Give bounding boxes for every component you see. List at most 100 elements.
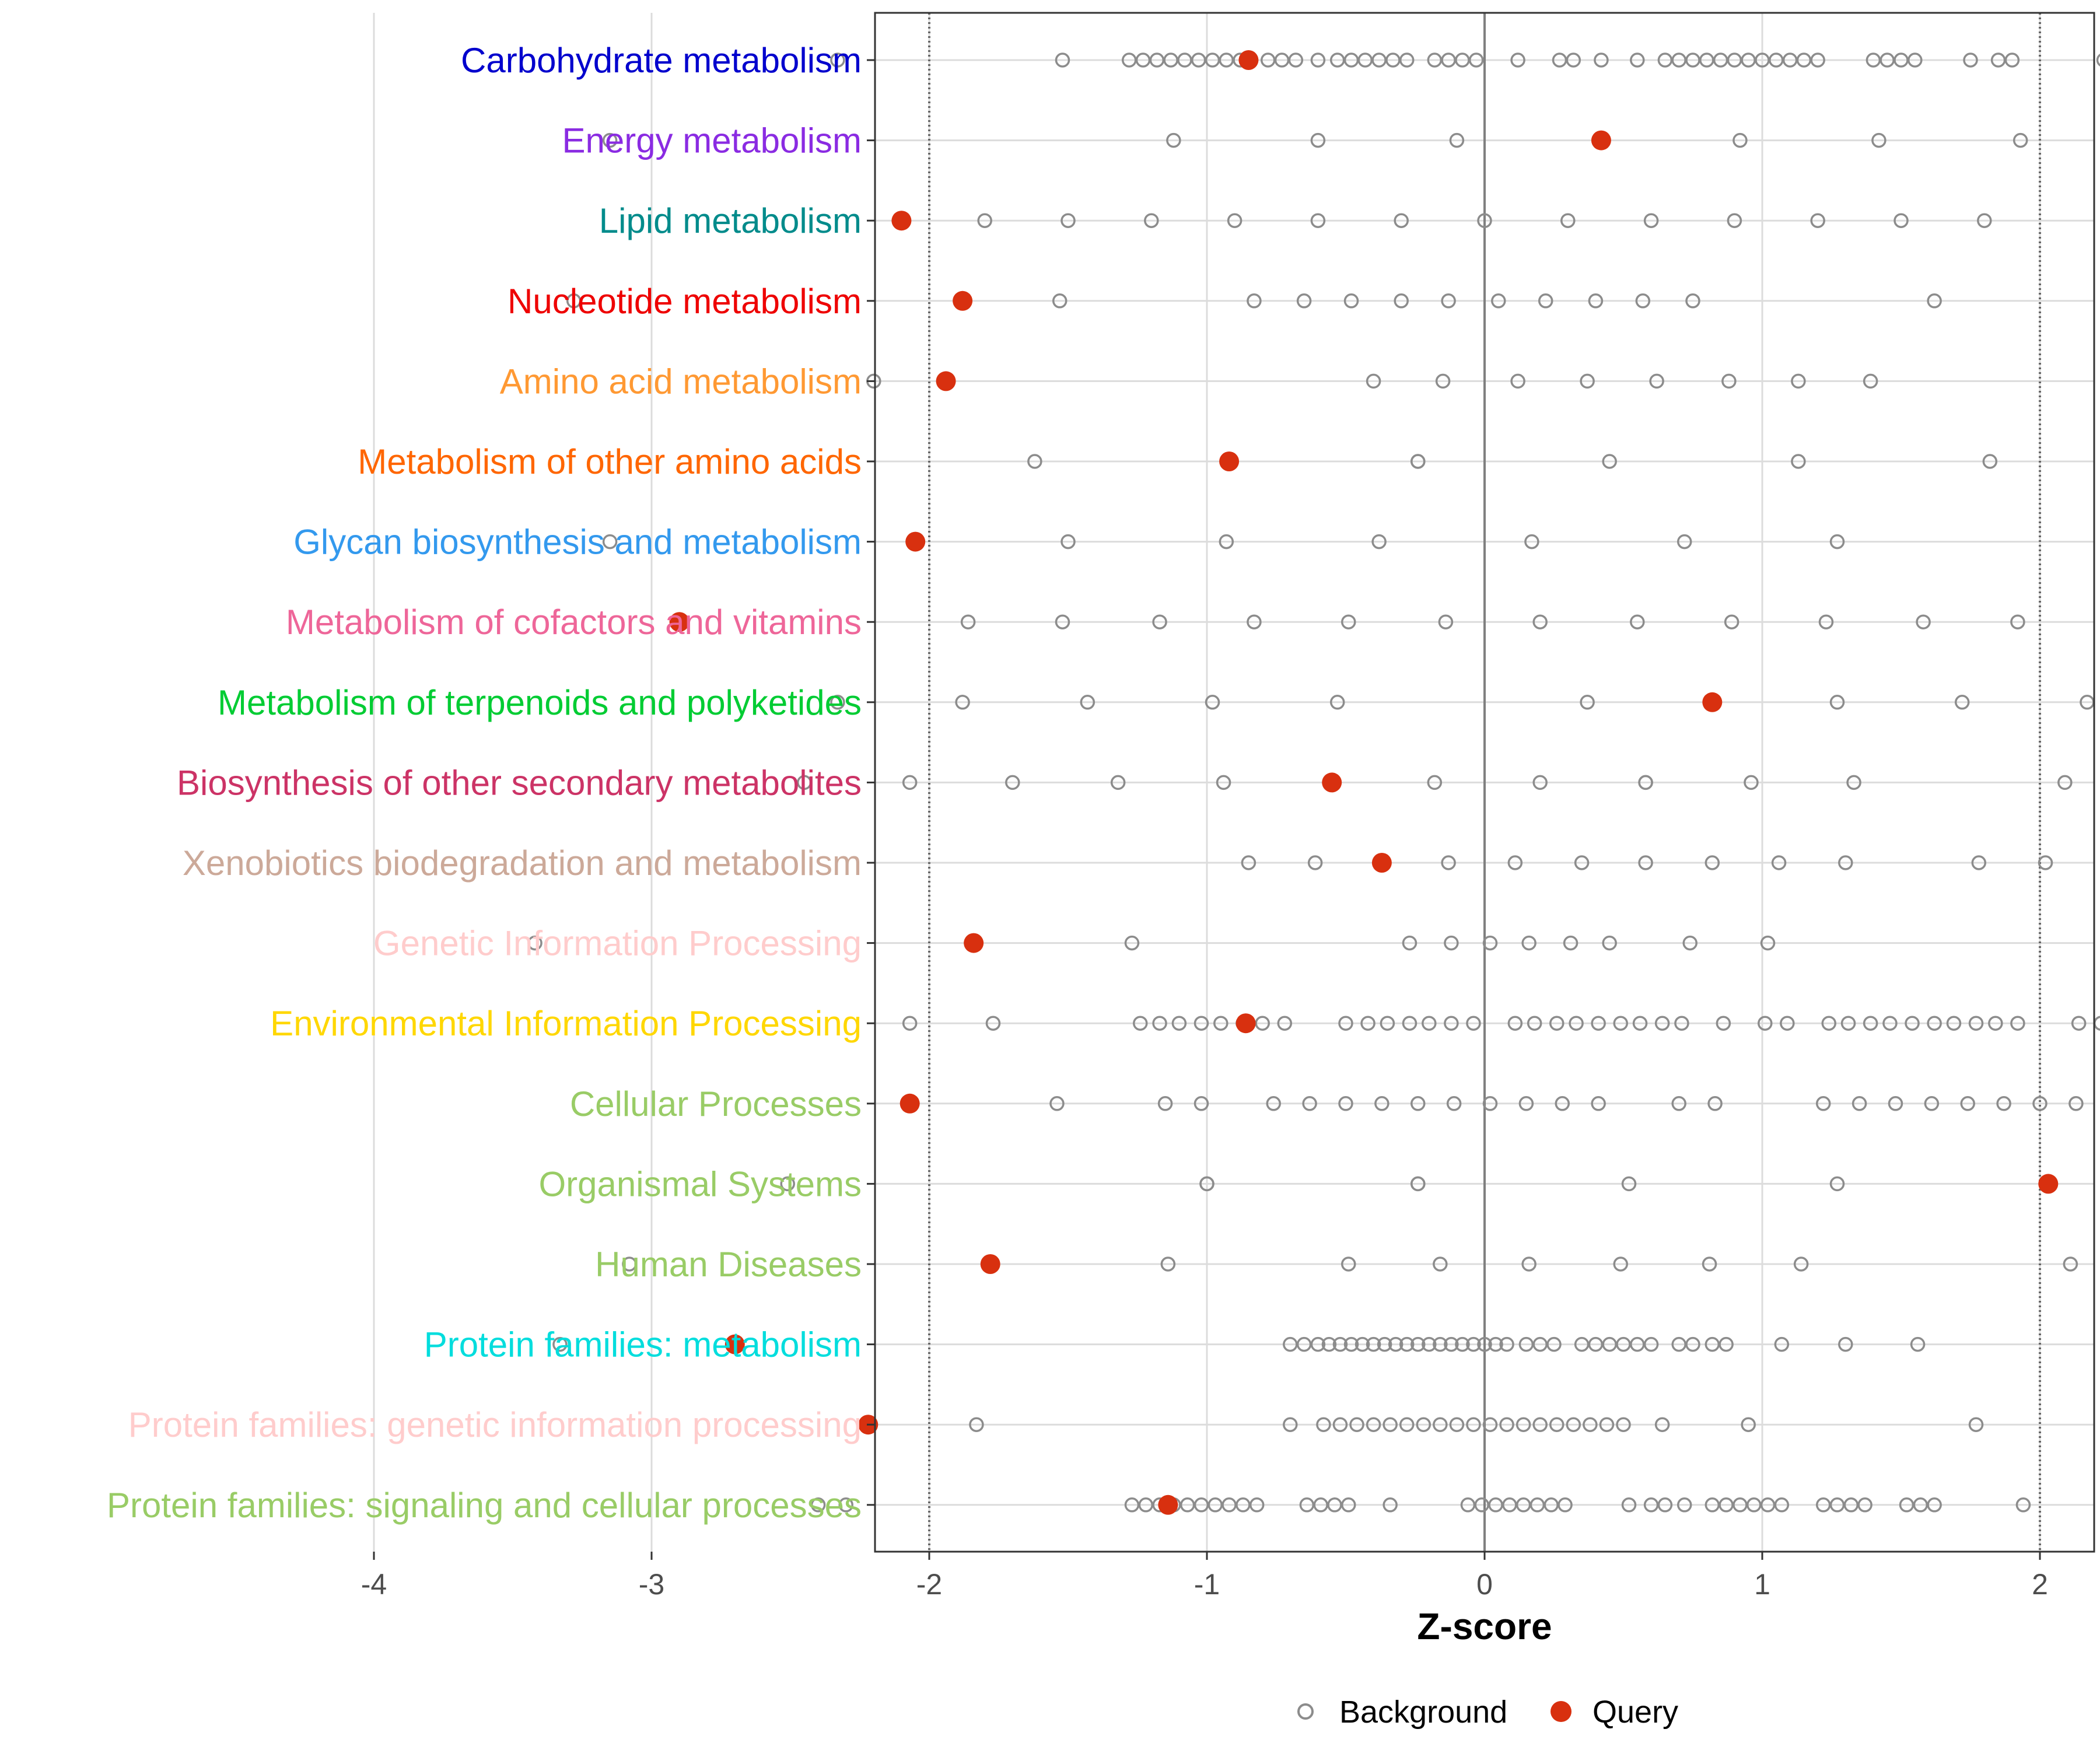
background-point bbox=[969, 1417, 984, 1432]
background-point bbox=[566, 293, 582, 309]
background-point bbox=[1558, 1497, 1573, 1513]
background-point bbox=[1433, 1256, 1448, 1272]
background-point bbox=[1241, 855, 1256, 870]
background-point bbox=[1502, 1497, 1517, 1513]
background-point bbox=[1616, 1336, 1631, 1352]
background-point bbox=[1110, 775, 1126, 790]
background-point bbox=[1449, 132, 1465, 148]
x-tick-label: -1 bbox=[1194, 1568, 1220, 1601]
background-point bbox=[1549, 1417, 1564, 1432]
background-point bbox=[977, 213, 992, 228]
background-point bbox=[1247, 614, 1262, 629]
background-point bbox=[955, 695, 970, 710]
background-point bbox=[1649, 373, 1664, 389]
background-point bbox=[1990, 52, 2006, 68]
background-point bbox=[1194, 1096, 1209, 1111]
background-point bbox=[1838, 855, 1853, 870]
background-point bbox=[1444, 1336, 1459, 1352]
category-label: Organismal Systems bbox=[539, 1164, 862, 1203]
background-point bbox=[1910, 1336, 1926, 1352]
background-point bbox=[1616, 1417, 1631, 1432]
background-point bbox=[1674, 1016, 1689, 1031]
background-point bbox=[1857, 1497, 1873, 1513]
background-point bbox=[1815, 1497, 1831, 1513]
background-point bbox=[1621, 1176, 1637, 1192]
background-point bbox=[1758, 1016, 1773, 1031]
background-point bbox=[1499, 1336, 1514, 1352]
background-point bbox=[1055, 614, 1070, 629]
background-point bbox=[1538, 293, 1553, 309]
background-point bbox=[1704, 1497, 1720, 1513]
background-point bbox=[1149, 52, 1165, 68]
background-point bbox=[1685, 293, 1700, 309]
background-point bbox=[1905, 1016, 1920, 1031]
background-point bbox=[1594, 52, 1609, 68]
query-point bbox=[964, 933, 984, 953]
category-label: Cellular Processes bbox=[570, 1084, 862, 1124]
background-point bbox=[1446, 1096, 1462, 1111]
background-point bbox=[1716, 1016, 1731, 1031]
query-point bbox=[1236, 1013, 1256, 1034]
background-point bbox=[1124, 935, 1140, 951]
background-point bbox=[1332, 1336, 1348, 1352]
background-point bbox=[1588, 1336, 1604, 1352]
category-label: Metabolism of cofactors and vitamins bbox=[286, 603, 862, 642]
background-point bbox=[1144, 213, 1159, 228]
background-point bbox=[1283, 1417, 1298, 1432]
background-point bbox=[1732, 1497, 1748, 1513]
background-point bbox=[1643, 1336, 1659, 1352]
background-point bbox=[1846, 775, 1861, 790]
query-point bbox=[1322, 772, 1342, 793]
background-point bbox=[1829, 1497, 1845, 1513]
background-point bbox=[1219, 534, 1234, 550]
background-point bbox=[1049, 1096, 1065, 1111]
x-tick-label: 2 bbox=[2032, 1568, 2048, 1601]
background-point bbox=[1332, 1417, 1348, 1432]
background-point bbox=[1638, 775, 1653, 790]
legend-query-marker bbox=[1550, 1701, 1572, 1722]
background-point bbox=[1433, 1417, 1448, 1432]
background-point bbox=[1532, 775, 1548, 790]
background-point bbox=[1866, 52, 1881, 68]
category-label: Carbohydrate metabolism bbox=[461, 41, 862, 80]
background-point bbox=[1488, 1336, 1503, 1352]
background-point bbox=[1574, 855, 1590, 870]
background-point bbox=[1199, 1176, 1214, 1192]
background-point bbox=[1307, 855, 1323, 870]
category-label: Metabolism of terpenoids and polyketides bbox=[218, 683, 862, 722]
background-point bbox=[1371, 534, 1387, 550]
background-point bbox=[1157, 1096, 1173, 1111]
background-point bbox=[527, 935, 542, 951]
background-point bbox=[1580, 373, 1595, 389]
background-point bbox=[1843, 1497, 1859, 1513]
background-point bbox=[1741, 52, 1756, 68]
background-point bbox=[1821, 1016, 1836, 1031]
background-point bbox=[985, 1016, 1001, 1031]
background-point bbox=[1657, 1497, 1673, 1513]
background-point bbox=[1380, 1016, 1395, 1031]
background-point bbox=[1727, 213, 1742, 228]
background-point bbox=[1208, 1497, 1223, 1513]
background-point bbox=[1410, 1096, 1426, 1111]
background-point bbox=[1052, 293, 1068, 309]
background-point bbox=[1482, 1417, 1498, 1432]
background-point bbox=[1310, 52, 1326, 68]
background-point bbox=[1863, 1016, 1878, 1031]
background-point bbox=[1121, 52, 1137, 68]
background-point bbox=[2013, 132, 2028, 148]
background-point bbox=[1343, 293, 1359, 309]
background-point bbox=[1399, 52, 1415, 68]
background-point bbox=[1455, 52, 1470, 68]
background-point bbox=[1530, 1497, 1545, 1513]
background-point bbox=[1532, 1417, 1548, 1432]
background-point bbox=[1302, 1096, 1317, 1111]
background-point bbox=[1908, 52, 1923, 68]
background-point bbox=[1160, 1256, 1176, 1272]
background-point bbox=[1482, 935, 1498, 951]
background-point bbox=[1971, 855, 1987, 870]
background-point bbox=[902, 1016, 918, 1031]
background-point bbox=[1566, 1417, 1581, 1432]
background-point bbox=[1727, 52, 1742, 68]
background-point bbox=[1718, 1336, 1734, 1352]
